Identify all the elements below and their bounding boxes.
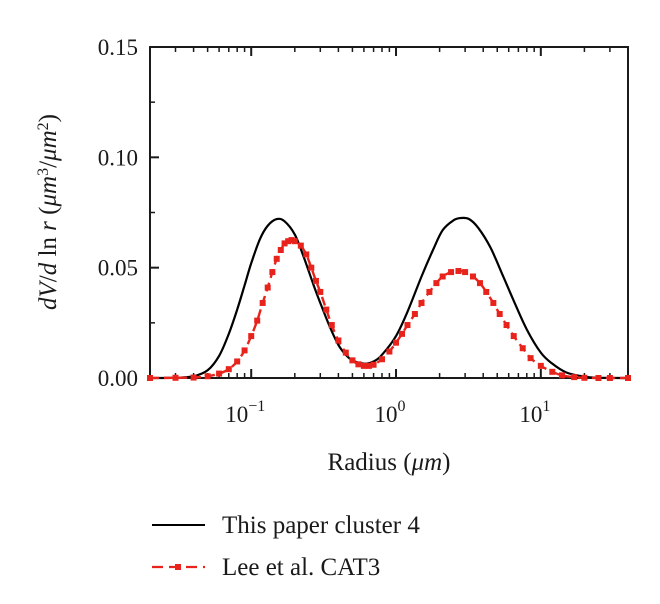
series-2-marker	[510, 333, 517, 340]
series-2-marker	[393, 339, 400, 346]
plot-frame	[149, 46, 629, 379]
series-2-marker	[291, 238, 298, 245]
series-2-marker	[496, 311, 503, 318]
series-2-marker	[288, 237, 295, 244]
series-2-marker	[399, 330, 406, 337]
series-2-marker	[328, 322, 335, 329]
series-2-marker	[277, 247, 284, 254]
series-2-marker	[378, 356, 385, 363]
series-2-marker	[172, 374, 179, 381]
series-2-marker	[386, 348, 393, 355]
series-2-marker	[404, 322, 411, 329]
series-2-marker	[370, 361, 377, 368]
tick-labels: 0.00 0.05 0.10 0.15 10−1 100 101	[98, 35, 551, 427]
series-2-marker	[269, 269, 276, 276]
legend-entry-series-2: Lee et al. CAT3	[152, 554, 380, 581]
series-2-marker	[519, 345, 526, 352]
legend-label-series-2: Lee et al. CAT3	[222, 554, 380, 581]
legend: This paper cluster 4 Lee et al. CAT3	[152, 512, 420, 581]
series-2-marker	[455, 267, 462, 274]
series-2-marker	[259, 299, 266, 306]
series-2-marker	[360, 362, 367, 369]
series-2-marker	[558, 372, 565, 379]
series-layer	[147, 216, 631, 381]
y-tick-label: 0.00	[98, 366, 138, 391]
series-2-marker	[264, 284, 271, 291]
x-tick-label: 100	[375, 398, 406, 427]
series-2-marker	[241, 347, 248, 354]
series-2-marker	[469, 273, 476, 280]
series-2-marker	[204, 373, 211, 380]
x-tick-label: 10−1	[225, 398, 265, 427]
series-2-marker	[483, 288, 490, 295]
series-2-marker	[527, 355, 534, 362]
series-2-marker	[439, 273, 446, 280]
series-2-marker	[462, 269, 469, 276]
series-2-marker	[625, 375, 631, 381]
series-line-2	[149, 238, 628, 380]
y-tick-label: 0.05	[98, 256, 138, 281]
axis-ticks	[150, 46, 611, 379]
x-tick-label: 101	[519, 398, 550, 427]
series-2-marker	[418, 299, 425, 306]
series-2-marker	[335, 337, 342, 344]
legend-marker-series-2	[175, 564, 181, 570]
series-2-marker	[147, 375, 153, 381]
y-tick-label: 0.10	[98, 145, 138, 170]
series-2-marker	[349, 357, 356, 364]
series-2-marker	[595, 375, 602, 381]
series-2-marker	[248, 333, 255, 340]
series-2-marker	[225, 366, 232, 373]
series-2-marker	[281, 240, 288, 247]
series-2-marker	[303, 251, 310, 258]
series-2-marker	[297, 242, 304, 249]
series-2-marker	[606, 375, 613, 381]
series-2-marker	[317, 288, 324, 295]
series-2-marker	[312, 277, 319, 284]
series-2-marker	[490, 299, 497, 306]
series-2-marker	[503, 322, 510, 329]
series-2-marker	[355, 361, 362, 368]
series-2-marker	[426, 288, 433, 295]
series-2-marker	[234, 358, 241, 365]
series-2-marker	[448, 269, 455, 276]
series-2-marker	[323, 306, 330, 313]
y-axis-label: dV/d ln r (μm3/μm2)	[35, 114, 63, 310]
series-2-marker	[537, 362, 544, 369]
legend-entry-series-1: This paper cluster 4	[152, 512, 420, 539]
series-2-marker	[254, 317, 261, 324]
series-2-marker	[308, 264, 315, 271]
series-2-marker	[549, 368, 556, 375]
x-axis-label: Radius (μm)	[328, 449, 451, 476]
series-2-marker	[342, 349, 349, 356]
series-2-marker	[571, 374, 578, 381]
y-tick-label: 0.15	[98, 35, 138, 60]
series-2-marker	[581, 374, 588, 381]
series-2-marker	[216, 370, 223, 377]
series-2-marker	[365, 362, 372, 369]
legend-label-series-1: This paper cluster 4	[222, 512, 420, 539]
series-2-marker	[190, 374, 197, 381]
series-2-marker	[433, 280, 440, 287]
series-2-marker	[285, 238, 292, 245]
series-2-marker	[273, 255, 280, 262]
series-2-marker	[411, 311, 418, 318]
series-2-marker	[476, 280, 483, 287]
